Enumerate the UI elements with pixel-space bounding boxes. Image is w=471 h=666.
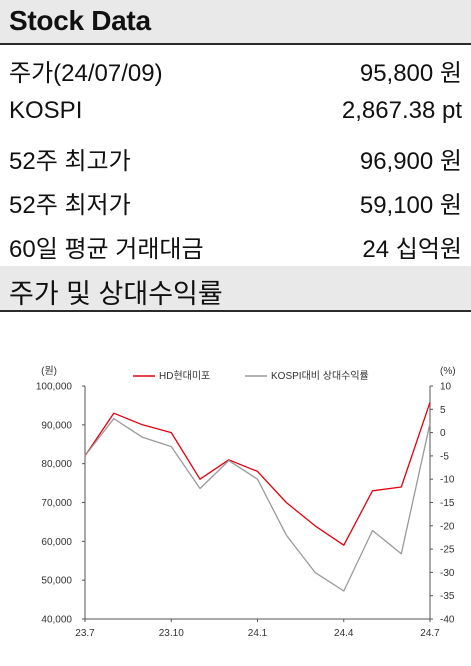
right-tick-label: -10 <box>440 475 455 486</box>
left-tick-label: 80,000 <box>41 459 72 470</box>
right-tick-label: -25 <box>440 545 455 556</box>
series-line-1 <box>84 402 431 546</box>
price-relative-chart: 40,000 50,000 60,000 70,000 80,000 90,000 100,… <box>36 365 456 639</box>
stock-data-title: Stock Data <box>9 5 151 36</box>
x-tick-label: 23.7 <box>75 628 95 639</box>
right-axis-unit: (%) <box>440 366 456 377</box>
row-value: 95,800 원 <box>359 60 462 87</box>
relative-return-title: 주가 및 상대수익률 <box>9 279 223 309</box>
stock-data-row-price: 주가(24/07/09) 95,800 원 <box>0 45 471 89</box>
row-label: 52주 최저가 <box>9 192 131 219</box>
row-value: 96,900 원 <box>359 148 462 175</box>
legend-label-2: KOSPI대비 상대수익률 <box>271 370 369 382</box>
stock-data-header: Stock Data <box>0 0 471 45</box>
right-tick-label: -40 <box>440 615 455 626</box>
row-label: 60일 평균 거래대금 <box>9 236 204 263</box>
relative-return-header: 주가 및 상대수익률 <box>0 266 471 312</box>
right-tick-label: -5 <box>440 451 449 462</box>
row-label: 52주 최고가 <box>9 148 131 175</box>
row-label: 주가(24/07/09) <box>9 60 163 87</box>
row-value: 24 십억원 <box>362 236 462 263</box>
left-tick-label: 90,000 <box>41 420 72 431</box>
stock-data-row-52w-low: 52주 최저가 59,100 원 <box>0 177 471 221</box>
series-line-2 <box>84 417 431 592</box>
x-tick-label: 24.4 <box>334 628 354 639</box>
right-tick-label: -35 <box>440 591 455 602</box>
right-tick-label: -15 <box>440 498 455 509</box>
right-tick-label: 5 <box>440 405 446 416</box>
left-tick-label: 70,000 <box>41 498 72 509</box>
right-tick-label: -30 <box>440 568 455 579</box>
stock-data-row-avg-turnover: 60일 평균 거래대금 24 십억원 <box>0 221 471 265</box>
right-tick-label: -20 <box>440 521 455 532</box>
left-tick-label: 100,000 <box>36 382 73 393</box>
stock-data-row-52w-high: 52주 최고가 96,900 원 <box>0 133 471 177</box>
right-tick-label: 0 <box>440 428 446 439</box>
x-tick-label: 24.7 <box>420 628 440 639</box>
left-axis-unit: (원) <box>41 365 57 377</box>
x-tick-label: 24.1 <box>248 628 268 639</box>
row-value: 2,867.38 pt <box>341 97 462 124</box>
x-tick-label: 23.10 <box>159 628 184 639</box>
stock-data-row-kospi: KOSPI 2,867.38 pt <box>0 89 471 133</box>
row-label: KOSPI <box>9 97 83 124</box>
right-tick-label: 10 <box>440 382 452 393</box>
legend-label-1: HD현대미포 <box>159 370 210 382</box>
left-tick-label: 60,000 <box>41 537 72 548</box>
left-tick-label: 40,000 <box>41 615 72 626</box>
row-value: 59,100 원 <box>359 192 462 219</box>
left-tick-label: 50,000 <box>41 576 72 587</box>
